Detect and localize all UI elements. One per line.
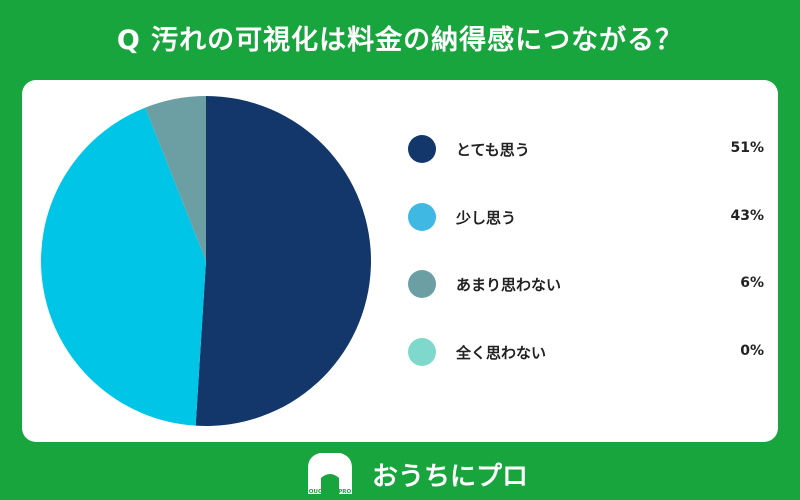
legend-label-2: 少し思う: [456, 209, 517, 227]
page-title: Q 汚れの可視化は料金の納得感につながる？: [116, 25, 684, 56]
legend-item-4: 全く思わない 0%: [408, 335, 764, 369]
legend-dot-4: [408, 338, 436, 366]
legend-dot-1: [408, 135, 436, 163]
legend-label-1: とても思う: [456, 141, 530, 159]
legend-value-3: 6%: [740, 275, 764, 291]
chart-card: とても思う 51% 少し思う 43% あまり思わない 6% 全く思わない 0%: [22, 80, 778, 442]
legend-dot-2: [408, 203, 436, 231]
footer: OUCHI ni PRO おうちにプロ: [0, 448, 800, 500]
legend-label-3: あまり思わない: [456, 276, 562, 294]
logo-badge-text: OUCHI ni PRO: [309, 489, 352, 495]
logo-name: おうちにプロ: [372, 462, 529, 492]
pie-slice-1: [195, 96, 372, 426]
legend-dot-3: [408, 270, 436, 298]
legend-value-2: 43%: [730, 208, 764, 224]
legend-value-4: 0%: [740, 343, 764, 359]
legend-label-4: 全く思わない: [456, 344, 547, 362]
legend-item-3: あまり思わない 6%: [408, 267, 764, 301]
legend-value-1: 51%: [730, 140, 764, 156]
legend-item-2: 少し思う 43%: [408, 200, 764, 234]
pie-chart: [40, 96, 372, 426]
pie-slice-2: [40, 107, 206, 426]
house-logo-icon: OUCHI ni PRO: [308, 453, 352, 495]
pie-slice-3: [145, 96, 206, 261]
legend-item-1: とても思う 51%: [408, 132, 764, 166]
